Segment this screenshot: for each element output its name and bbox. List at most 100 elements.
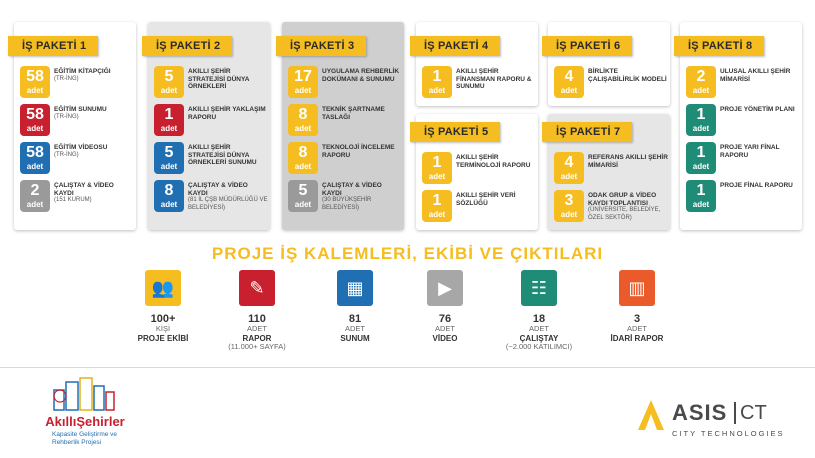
count-badge: 1 adet: [154, 104, 184, 136]
stat-item: ▦ 81 ADET SUNUM: [310, 270, 400, 343]
asis-divider: [734, 402, 736, 424]
deliverable-item: 8 adet TEKNİK ŞARTNAME TASLAĞI: [288, 104, 402, 138]
stat-unit: ADET: [344, 324, 365, 333]
count-badge: 5 adet: [154, 142, 184, 174]
deliverable-item: 2 adet ÇALIŞTAY & VİDEO KAYDI (151 KURUM): [20, 180, 134, 214]
count-number: 8: [298, 106, 308, 123]
stat-item: ▥ 3 ADET İDARİ RAPOR: [592, 270, 682, 343]
count-badge: 58 adet: [20, 142, 50, 174]
count-badge: 1 adet: [686, 104, 716, 136]
deliverable-label: ÇALIŞTAY & VİDEO KAYDI (30 BÜYÜKŞEHİR BEL…: [322, 182, 402, 212]
work-package-card: İŞ PAKETİ 7 4 adet REFERANS AKILLI ŞEHİR Mİ…: [542, 114, 670, 230]
count-unit: adet: [692, 124, 710, 133]
count-number: 58: [26, 106, 44, 123]
admin-report-icon: ▥: [619, 270, 655, 306]
deliverable-item: 17 adet UYGULAMA REHBERLİK DOKÜMANI & SUNU…: [288, 66, 402, 100]
work-package-title: İŞ PAKETİ 5: [410, 122, 500, 142]
deliverable-label: ODAK GRUP & VİDEO KAYDI TOPLANTISI (ÜNİVE…: [588, 192, 668, 222]
deliverable-label: ÇALIŞTAY & VİDEO KAYDI (81 İL ÇŞB MÜDÜRLÜ…: [188, 182, 268, 211]
deliverable-item: 1 adet AKILLI ŞEHİR TERMİNOLOJİ RAPORU: [422, 152, 536, 186]
deliverable-item: 58 adet EĞİTİM KİTAPÇIĞI (TR-İNG): [20, 66, 134, 100]
count-unit: adet: [294, 200, 312, 209]
deliverable-note: (ÜNİVERSİTE, BELEDİYE, ÖZEL SEKTÖR): [588, 207, 661, 221]
stat-label: İDARİ RAPOR: [610, 333, 664, 343]
count-number: 8: [164, 182, 174, 199]
deliverable-label: AKILLI ŞEHİR STRATEJİSİ DÜNYA ÖRNEKLERİ …: [188, 144, 257, 166]
deliverable-label: AKILLI ŞEHİR TERMİNOLOJİ RAPORU: [456, 154, 531, 169]
deliverable-note: (TR-İNG): [54, 151, 79, 158]
deliverable-item: 8 adet ÇALIŞTAY & VİDEO KAYDI (81 İL ÇŞB MÜ…: [154, 180, 268, 214]
deliverable-item: 58 adet EĞİTİM VİDEOSU (TR-İNG): [20, 142, 134, 176]
deliverable-item: 2 adet ULUSAL AKILLI ŞEHİR MİMARİSİ: [686, 66, 800, 100]
count-badge: 1 adet: [686, 180, 716, 212]
report-icon: ✎: [239, 270, 275, 306]
count-number: 3: [564, 192, 574, 209]
count-number: 1: [164, 106, 174, 123]
stat-unit: ADET: [246, 324, 267, 333]
stat-value: 110: [248, 313, 266, 325]
count-number: 8: [298, 144, 308, 161]
count-unit: adet: [26, 86, 44, 95]
count-badge: 1 adet: [422, 66, 452, 98]
work-package-title: İŞ PAKETİ 7: [542, 122, 632, 142]
deliverable-label: UYGULAMA REHBERLİK DOKÜMANI & SUNUMU: [322, 68, 400, 83]
akilli-sehirler-logo: AkıllıŞehirler Kapasite Geliştirme ve Re…: [30, 376, 140, 450]
count-unit: adet: [560, 172, 578, 181]
stat-value: 18: [532, 313, 546, 325]
deliverable-label: EĞİTİM VİDEOSU (TR-İNG): [54, 144, 134, 159]
stat-unit: ADET: [434, 324, 455, 333]
stat-label: VİDEO: [432, 333, 458, 343]
icon-glyph: 👥: [151, 277, 175, 299]
count-unit: adet: [560, 86, 578, 95]
stat-label: SUNUM: [340, 333, 370, 343]
stat-label: ÇALIŞTAY: [519, 333, 559, 343]
count-number: 2: [30, 182, 40, 199]
count-badge: 58 adet: [20, 104, 50, 136]
count-number: 1: [432, 192, 442, 209]
video-icon: ▶: [427, 270, 463, 306]
workshop-icon: ☷: [521, 270, 557, 306]
count-unit: adet: [560, 210, 578, 219]
asis-logo-mark-icon: [638, 400, 664, 430]
count-badge: 58 adet: [20, 66, 50, 98]
count-badge: 4 adet: [554, 152, 584, 184]
deliverable-label: TEKNİK ŞARTNAME TASLAĞI: [322, 106, 385, 121]
work-package-card: İŞ PAKETİ 2 5 adet AKILLI ŞEHİR STRATEJİSİ …: [142, 22, 270, 230]
count-unit: adet: [692, 162, 710, 171]
count-badge: 5 adet: [288, 180, 318, 212]
icon-glyph: ▶: [438, 277, 452, 299]
work-package-title: İŞ PAKETİ 4: [410, 36, 500, 56]
count-unit: adet: [294, 162, 312, 171]
count-badge: 1 adet: [422, 190, 452, 222]
work-package-card: İŞ PAKETİ 4 1 adet AKILLI ŞEHİR FİNANSMAN R…: [410, 22, 538, 106]
deliverable-label: ÇALIŞTAY & VİDEO KAYDI (151 KURUM): [54, 182, 134, 205]
stat-value: 76: [438, 313, 452, 325]
deliverable-item: 4 adet REFERANS AKILLI ŞEHİR MİMARİSİ: [554, 152, 668, 186]
count-badge: 2 adet: [20, 180, 50, 212]
stat-unit: ADET: [626, 324, 647, 333]
deliverable-item: 4 adet BİRLİKTE ÇALIŞABİLİRLİK MODELİ: [554, 66, 668, 100]
work-package-title: İŞ PAKETİ 2: [142, 36, 232, 56]
work-package-card: İŞ PAKETİ 5 1 adet AKILLI ŞEHİR TERMİNOLOJİ…: [410, 114, 538, 230]
count-badge: 3 adet: [554, 190, 584, 222]
count-badge: 8 adet: [154, 180, 184, 212]
presentation-icon: ▦: [337, 270, 373, 306]
left-logo-line1: Kapasite Geliştirme ve: [52, 431, 118, 438]
icon-glyph: ▥: [628, 277, 646, 299]
count-unit: adet: [294, 124, 312, 133]
left-logo-brand: AkıllıŞehirler: [45, 414, 125, 429]
count-number: 5: [298, 182, 308, 199]
count-number: 5: [164, 144, 174, 161]
count-unit: adet: [428, 172, 446, 181]
stat-item: 👥 100+ KİŞİ PROJE EKİBİ: [118, 270, 208, 343]
left-logo-line2: Rehberlik Projesi: [52, 439, 102, 446]
deliverable-note: (TR-İNG): [54, 75, 79, 82]
deliverable-note: (30 BÜYÜKŞEHİR BELEDİYESİ): [322, 197, 372, 211]
stat-label: RAPOR: [242, 333, 272, 343]
stat-item: ☷ 18 ADET ÇALIŞTAY (~2.000 KATILIMCI): [494, 270, 584, 351]
deliverable-label: PROJE YÖNETİM PLANI: [720, 106, 795, 113]
deliverable-note: (TR-İNG): [54, 113, 79, 120]
stat-item: ✎ 110 ADET RAPOR (11.000+ SAYFA): [212, 270, 302, 351]
count-badge: 17 adet: [288, 66, 318, 98]
count-number: 2: [696, 68, 706, 85]
